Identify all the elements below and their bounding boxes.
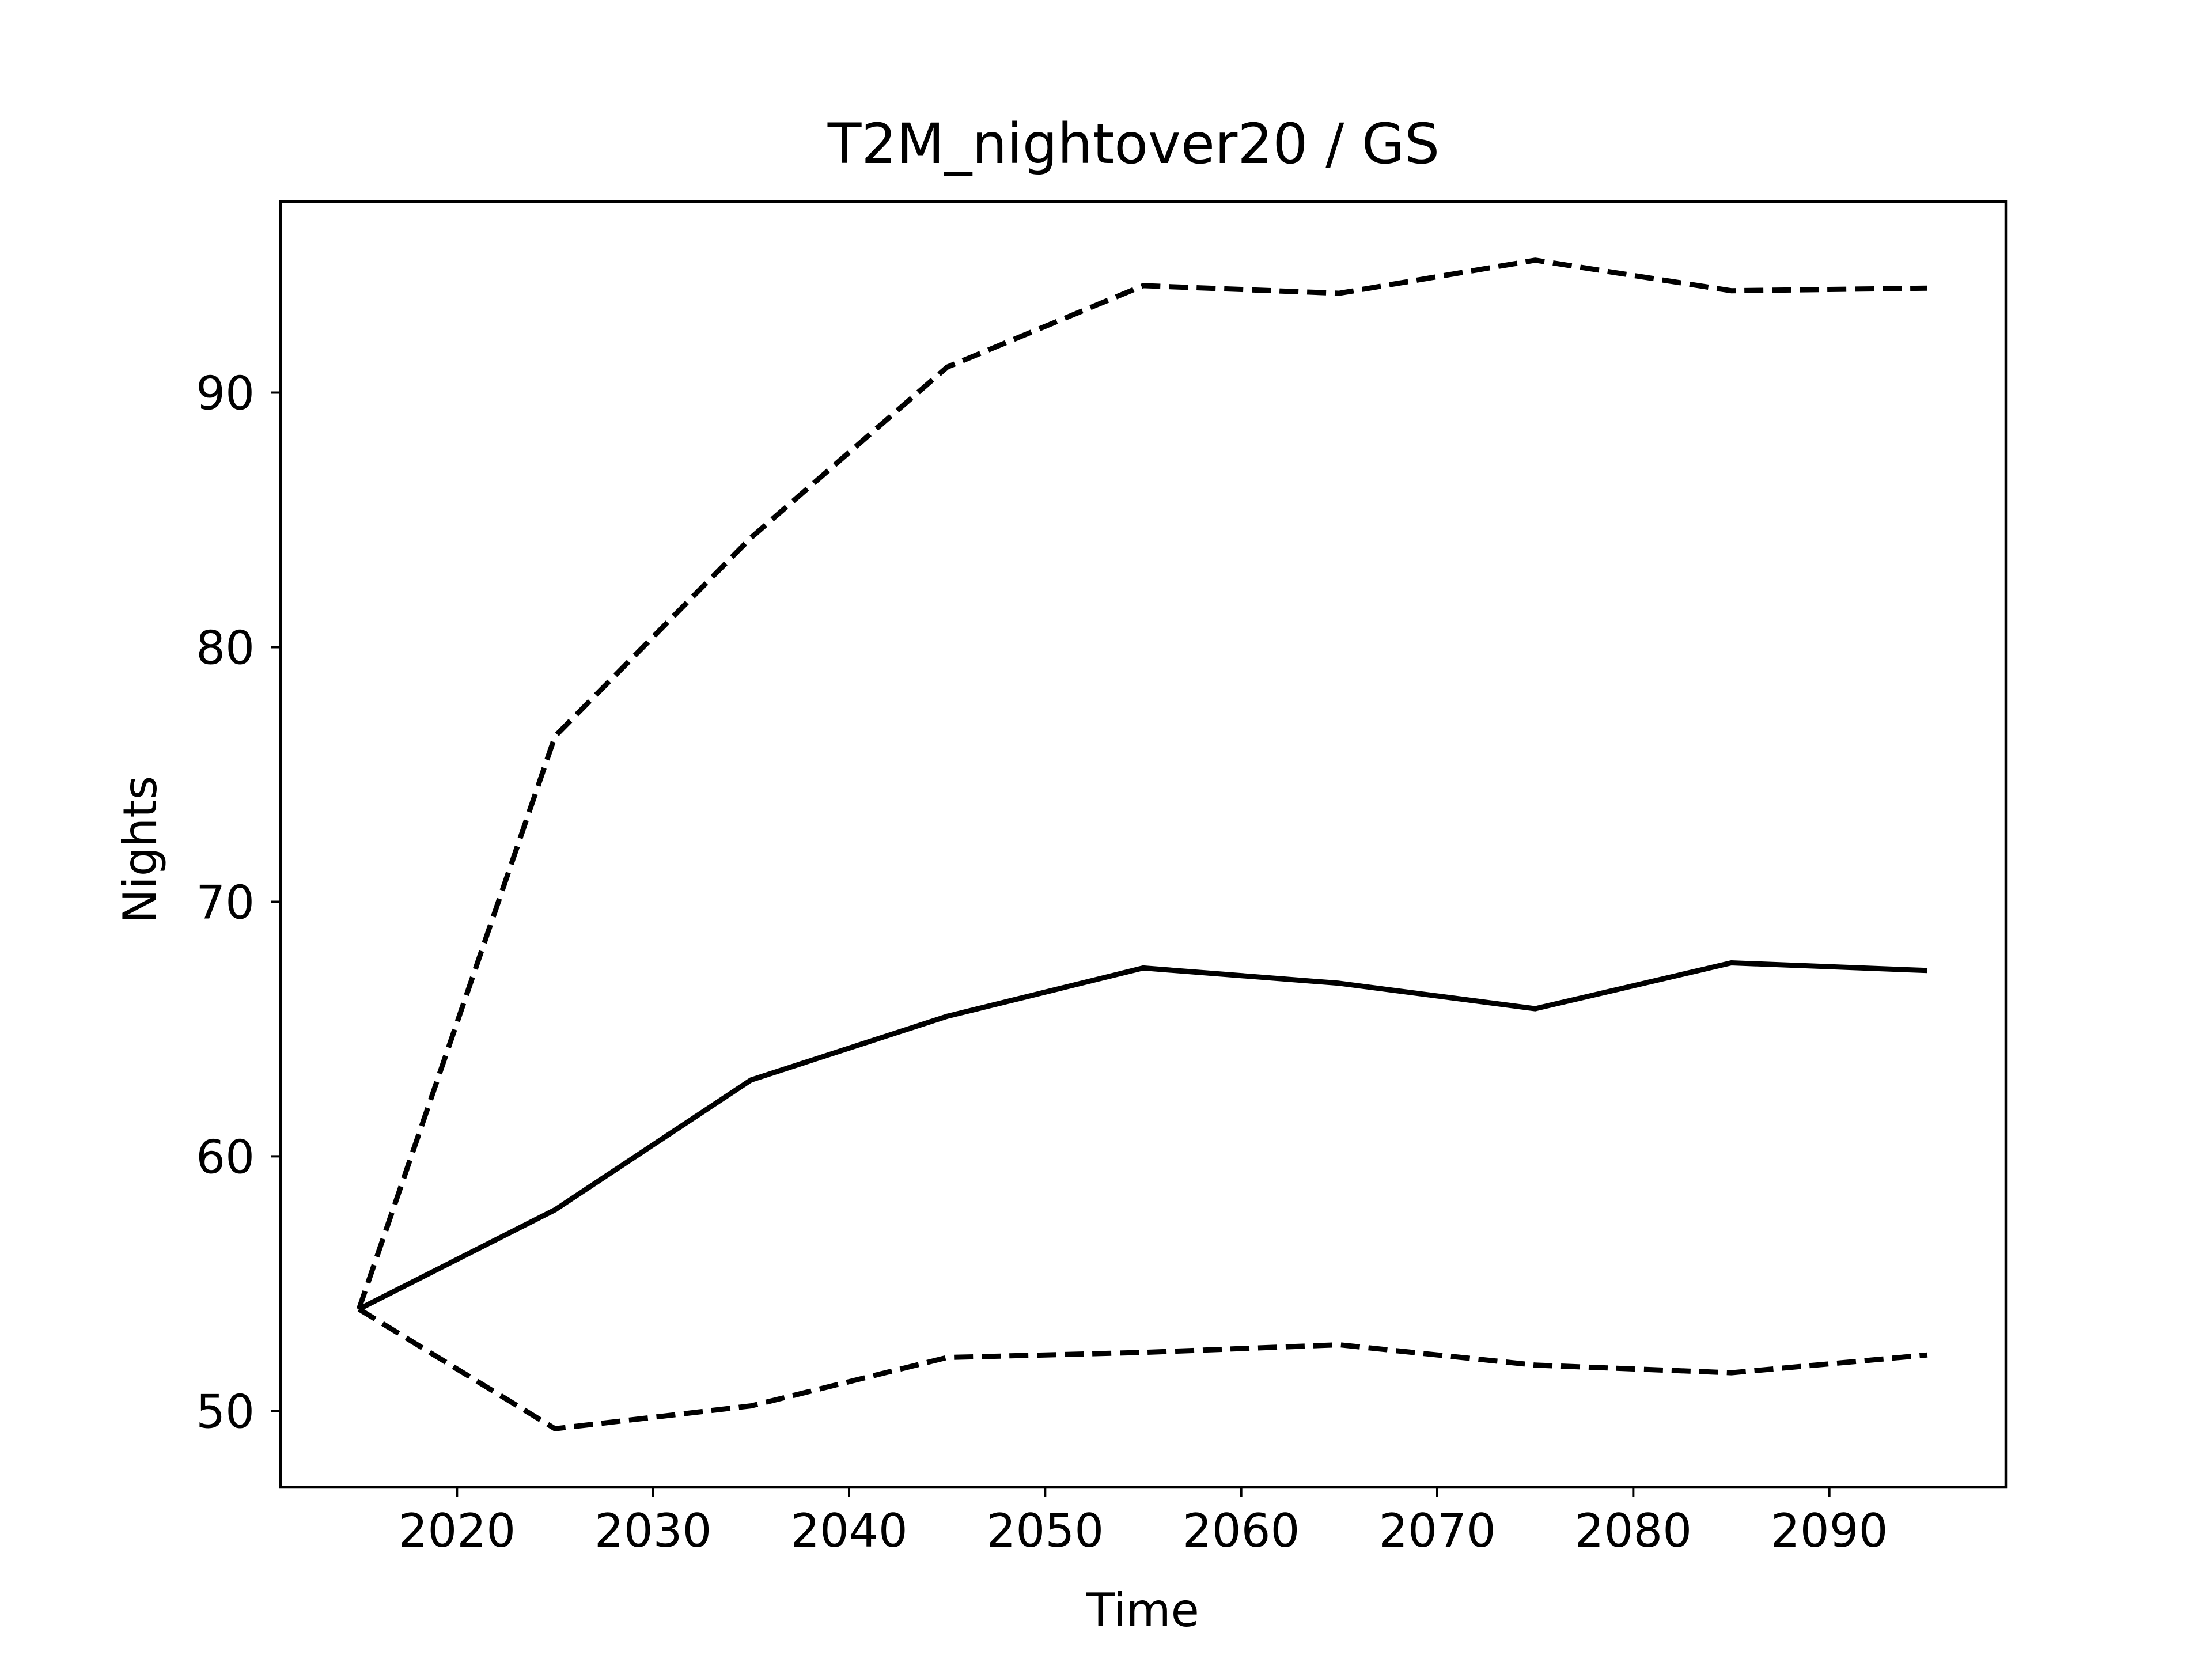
axes-frame (279, 200, 2008, 1489)
y-axis: 50 60 70 80 90 (196, 366, 281, 1438)
x-tick-label: 2050 (987, 1504, 1104, 1558)
x-tick-label: 2030 (594, 1504, 712, 1558)
x-tick-label: 2070 (1378, 1504, 1496, 1558)
y-tick-label: 70 (196, 876, 255, 929)
x-tick-label: 2080 (1575, 1504, 1692, 1558)
x-tick-label: 2090 (1771, 1504, 1888, 1558)
y-axis-label: Nights (113, 776, 167, 924)
plot-area (356, 257, 1928, 1431)
y-tick-label: 80 (196, 621, 255, 675)
y-tick-label: 60 (196, 1130, 255, 1184)
series-line-1 (358, 960, 1928, 1312)
y-tick-label: 50 (196, 1385, 255, 1438)
x-tick-label: 2060 (1183, 1504, 1300, 1558)
x-axis-label: Time (1086, 1584, 1199, 1637)
chart-title: T2M_nightover20 / GS (827, 112, 1440, 176)
series-line-3 (357, 1306, 1928, 1431)
x-tick-label: 2040 (790, 1504, 908, 1558)
x-axis: 2020 2030 2040 2050 2060 2070 2080 2090 (399, 1487, 1888, 1558)
series-line-2 (356, 257, 1927, 1310)
x-tick-label: 2020 (399, 1504, 516, 1558)
y-tick-label: 90 (196, 366, 255, 420)
